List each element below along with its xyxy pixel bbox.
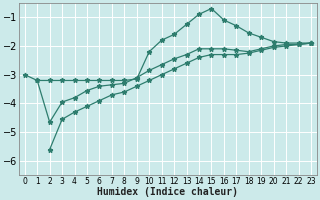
X-axis label: Humidex (Indice chaleur): Humidex (Indice chaleur) [97, 187, 238, 197]
